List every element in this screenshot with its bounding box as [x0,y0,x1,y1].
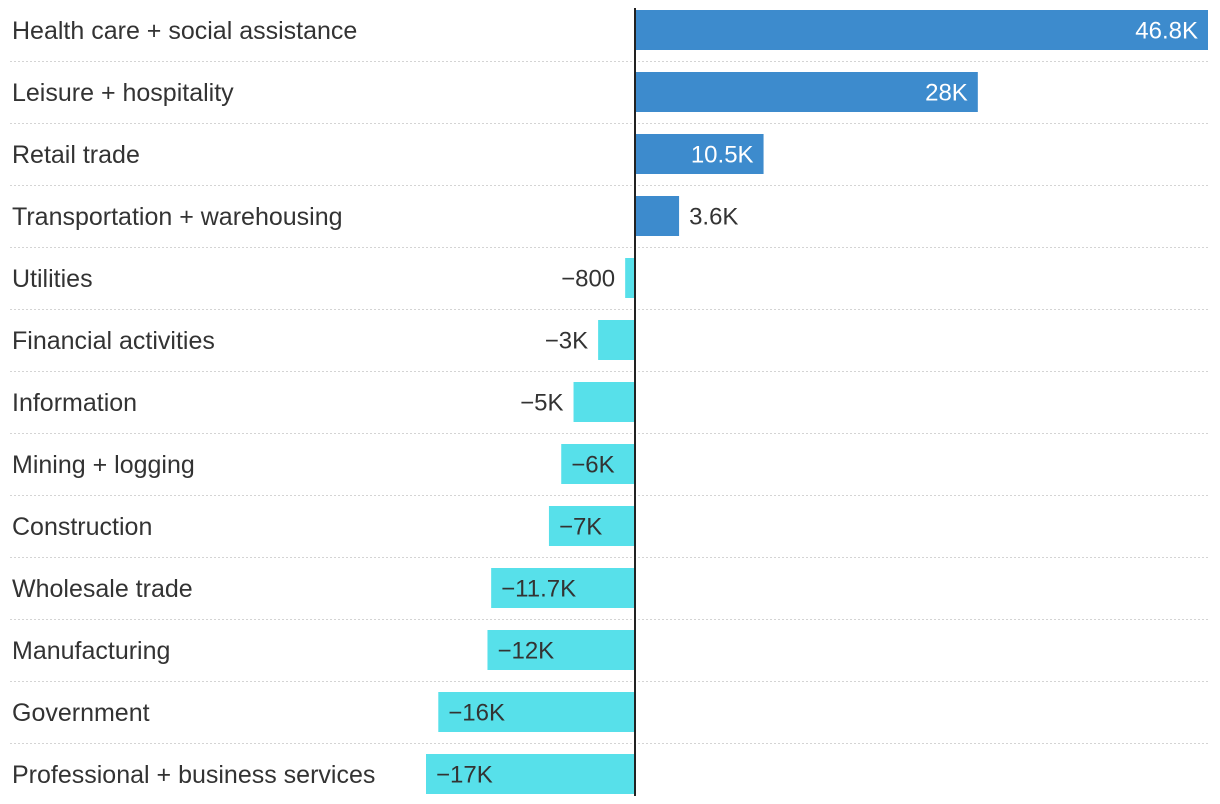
bar-construction [548,506,635,546]
value-label-transportation-warehousing: 3.6K [689,204,738,231]
category-label-transportation-warehousing: Transportation + warehousing [12,203,343,231]
value-label-financial-activities: −3K [545,328,588,355]
category-label-mining-logging: Mining + logging [12,451,195,479]
value-label-leisure-hospitality: 28K [925,80,968,107]
bar-retail-trade [635,134,764,174]
value-label-government: −16K [448,700,505,727]
bar-wholesale-trade [491,568,635,608]
category-label-government: Government [12,699,150,727]
value-label-mining-logging: −6K [571,452,614,479]
bar-mining-logging [561,444,635,484]
bar-leisure-hospitality [635,72,978,112]
value-label-wholesale-trade: −11.7K [501,576,576,603]
category-label-financial-activities: Financial activities [12,327,215,355]
category-label-utilities: Utilities [12,265,93,293]
bar-health-care-social-assistance [635,10,1208,50]
category-label-construction: Construction [12,513,152,541]
category-label-manufacturing: Manufacturing [12,637,170,665]
value-label-manufacturing: −12K [497,638,554,665]
value-label-health-care-social-assistance: 46.8K [1135,18,1198,45]
category-label-information: Information [12,389,137,417]
bar-government [438,692,635,732]
bar-manufacturing [487,630,635,670]
value-label-utilities: −800 [561,266,615,293]
bar-layer [426,10,1208,794]
value-label-retail-trade: 10.5K [691,142,754,169]
bar-information [573,382,635,422]
value-label-information: −5K [520,390,563,417]
bar-financial-activities [598,320,635,360]
bar-utilities [625,258,635,298]
value-label-construction: −7K [559,514,602,541]
bar-transportation-warehousing [635,196,680,236]
value-label-professional-business-services: −17K [436,762,493,789]
category-label-health-care-social-assistance: Health care + social assistance [12,17,357,45]
category-label-professional-business-services: Professional + business services [12,761,375,789]
bar-professional-business-services [426,754,635,794]
category-label-retail-trade: Retail trade [12,141,140,169]
label-layer: Health care + social assistance 46.8K Leis… [12,17,1198,789]
category-label-leisure-hospitality: Leisure + hospitality [12,79,234,107]
category-label-wholesale-trade: Wholesale trade [12,575,193,603]
